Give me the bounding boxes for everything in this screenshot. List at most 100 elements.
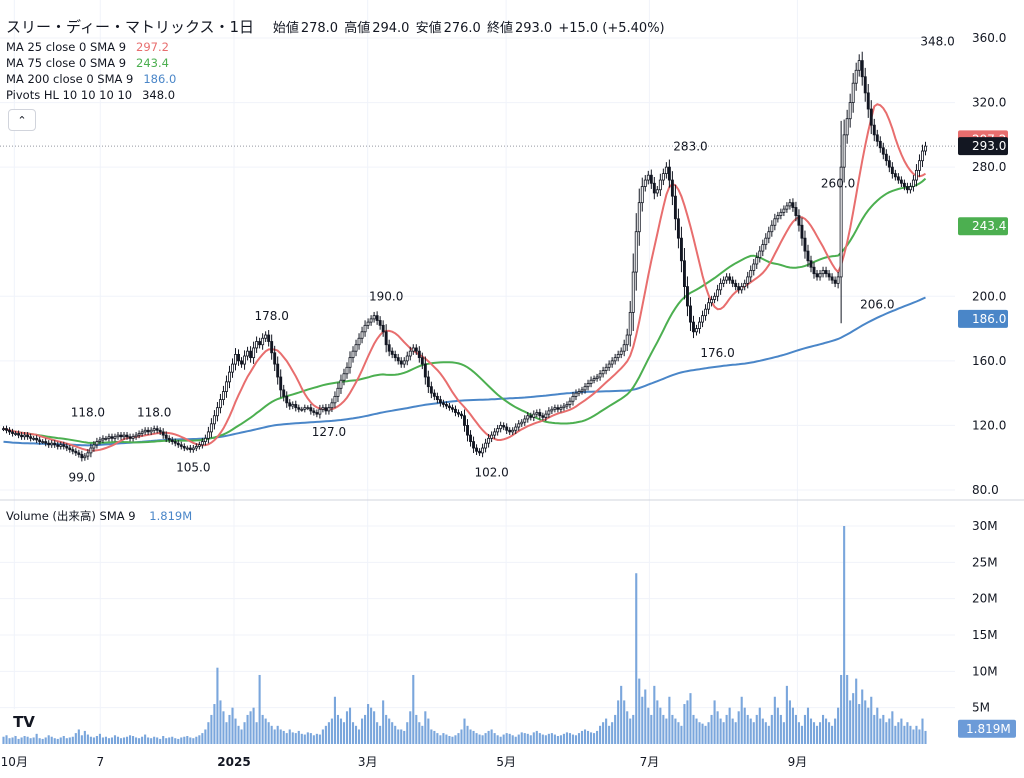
volume-bar — [376, 722, 379, 744]
time-tick-label: 7 — [96, 755, 104, 769]
volume-bar — [174, 738, 177, 744]
volume-bar — [565, 732, 568, 744]
volume-bar — [219, 700, 222, 744]
pivot-label: 348.0 — [920, 34, 954, 48]
volume-bar — [116, 736, 120, 744]
indicator-ma200[interactable]: MA 200 close 0 SMA 9 186.0 — [6, 72, 177, 86]
candle-body — [884, 153, 888, 162]
volume-bar — [333, 696, 336, 744]
candle-body — [44, 441, 48, 444]
candle-body — [728, 276, 732, 281]
candle-body — [297, 407, 301, 410]
volume-bar — [514, 736, 517, 744]
volume-bar — [451, 736, 454, 744]
tradingview-logo-icon[interactable]: TV — [6, 708, 42, 736]
volume-bar — [288, 729, 291, 744]
candle-body — [589, 379, 593, 384]
volume-bar — [183, 736, 186, 744]
candle-body — [740, 286, 744, 291]
volume-bar — [843, 526, 846, 744]
volume-bar — [583, 729, 587, 744]
pivot-label: 105.0 — [176, 461, 210, 475]
volume-bar — [379, 725, 382, 744]
candle-body — [469, 434, 472, 442]
candle-body — [613, 357, 617, 362]
candle-body — [270, 341, 274, 354]
volume-bar — [20, 737, 23, 744]
candle-body — [372, 315, 376, 320]
volume-bar — [897, 722, 900, 744]
volume-bar — [297, 730, 300, 744]
volume-bar — [41, 738, 44, 744]
volume-bar — [466, 725, 469, 744]
volume-tick-label: 25M — [972, 555, 998, 569]
pivot-label: 118.0 — [71, 406, 105, 420]
indicator-ma75[interactable]: MA 75 close 0 SMA 9 243.4 — [6, 56, 169, 70]
volume-bar — [469, 729, 472, 744]
candle-body — [592, 378, 596, 381]
candle-body — [285, 395, 289, 404]
volume-bar — [11, 737, 14, 744]
candle-body — [713, 295, 717, 300]
volume-bar — [261, 714, 264, 744]
candle-body — [399, 360, 403, 365]
volume-bar — [273, 729, 276, 744]
candle-body — [249, 350, 253, 359]
volume-bar — [635, 573, 638, 744]
low-value: 276.0 — [443, 21, 481, 36]
candle-body — [113, 436, 117, 439]
volume-bar — [891, 711, 894, 744]
volume-bar — [689, 693, 692, 744]
volume-bar — [424, 711, 427, 744]
volume-bar — [29, 738, 32, 744]
volume-bar — [234, 718, 237, 744]
candle-body — [749, 270, 753, 278]
candle-body — [842, 134, 846, 168]
volume-bar — [168, 737, 171, 744]
candle-body — [438, 399, 442, 404]
volume-bar — [882, 714, 885, 744]
volume-bar — [520, 732, 523, 744]
candle-body — [755, 257, 759, 265]
candle-body — [200, 441, 204, 446]
volume-bar — [698, 722, 701, 744]
volume-bar — [478, 734, 481, 744]
volume-bar — [264, 718, 267, 744]
candle-body — [607, 363, 611, 368]
candle-body — [80, 454, 84, 459]
candle-body — [258, 341, 262, 346]
candle-body — [86, 452, 90, 457]
volume-bar — [707, 722, 710, 744]
volume-bar — [472, 730, 475, 744]
volume-bar — [815, 725, 819, 744]
candle-body — [752, 263, 756, 271]
candle-body — [890, 166, 894, 174]
collapse-legend-button[interactable]: ⌃ — [8, 109, 36, 131]
volume-bar — [915, 725, 918, 744]
volume-bar — [342, 722, 346, 744]
volume-bar — [213, 704, 216, 744]
volume-bar — [128, 735, 132, 744]
volume-bar — [210, 714, 213, 744]
volume-legend[interactable]: Volume (出来高) SMA 9 1.819M — [6, 509, 193, 523]
volume-bar — [454, 735, 457, 744]
volume-bar — [204, 729, 207, 744]
volume-bar — [794, 714, 797, 744]
candle-body — [68, 447, 72, 451]
volume-bar — [656, 700, 659, 744]
volume-bar — [53, 738, 56, 744]
volume-bar — [611, 722, 614, 744]
candle-body — [562, 405, 566, 409]
volume-bar — [201, 733, 204, 744]
volume-bar — [336, 714, 340, 744]
indicator-ma25[interactable]: MA 25 close 0 SMA 9 297.2 — [6, 40, 169, 54]
candle-body — [761, 244, 765, 252]
candle-body — [393, 353, 397, 359]
volume-bar — [785, 685, 788, 744]
candle-body — [845, 118, 849, 136]
candle-body — [559, 407, 563, 410]
candle-body — [414, 347, 418, 352]
candle-body — [95, 441, 99, 446]
indicator-pivots[interactable]: Pivots HL 10 10 10 10 348.0 — [6, 88, 176, 102]
